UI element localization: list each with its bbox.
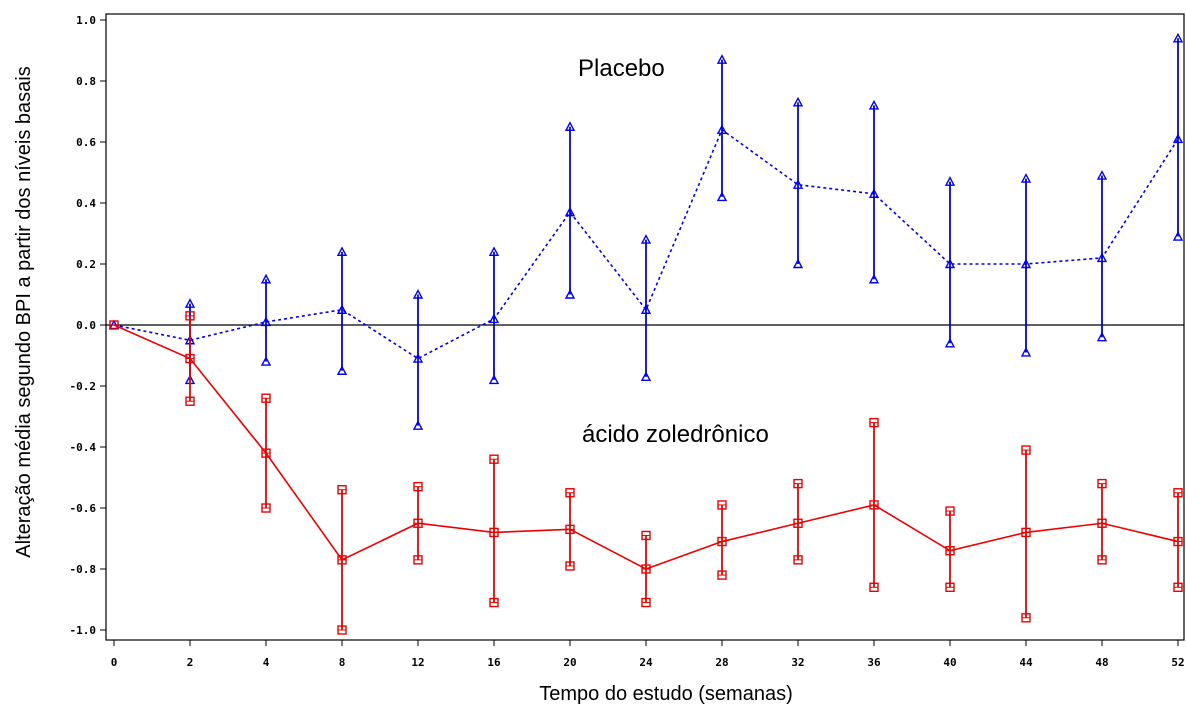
lower-cap-marker [1020,346,1032,357]
data-point [716,124,728,135]
x-axis-title: Tempo do estudo (semanas) [539,683,792,705]
data-point [944,258,956,269]
x-tick-label: 36 [867,656,881,669]
y-tick-label: 0.2 [76,258,96,271]
x-tick-label: 48 [1095,656,1108,669]
upper-cap-marker [716,54,728,64]
data-point [336,304,348,314]
series-1 [109,311,1183,635]
data-point [1096,252,1108,263]
x-tick-label: 4 [263,656,270,669]
x-tick-label: 12 [411,656,424,669]
y-tick-label: -0.4 [70,441,97,454]
lower-cap-marker [488,374,500,385]
x-tick-label: 0 [111,656,118,669]
lower-cap-marker [1172,231,1184,241]
x-tick-label: 16 [487,656,501,669]
x-tick-label: 8 [339,656,346,669]
data-point [792,179,804,189]
upper-cap-marker [868,99,880,110]
upper-cap-marker [1096,170,1108,180]
x-tick-label: 28 [715,656,728,669]
x-tick-label: 32 [791,656,804,669]
data-point [260,316,272,327]
lower-cap-marker [792,258,804,269]
data-point [868,188,880,199]
upper-cap-marker [1172,32,1184,43]
upper-cap-marker [792,96,804,107]
lower-cap-marker [260,356,272,366]
y-tick-label: 0.4 [76,197,96,210]
series-label-zoledronic: ácido zoledrônico [582,421,769,448]
data-point [564,206,576,217]
upper-cap-marker [412,289,424,299]
series-layer [108,32,1184,635]
y-tick-label: 1.0 [76,14,96,27]
y-tick-label: 0.6 [76,136,96,149]
x-tick-label: 52 [1171,656,1184,669]
upper-cap-marker [564,121,576,131]
lower-cap-marker [1096,331,1108,342]
y-tick-label: -0.2 [70,380,97,393]
y-tick-label: -0.8 [70,563,97,576]
y-tick-label: 0.0 [76,319,96,332]
y-tick-label: -0.6 [70,502,97,515]
x-axis: 0 2 4 8 12 16 20 24 28 32 36 40 44 48 52 [111,640,1185,669]
upper-cap-marker [1020,173,1032,183]
upper-cap-marker [260,273,272,284]
x-tick-label: 44 [1019,656,1033,669]
data-point [640,304,652,314]
x-tick-label: 40 [943,656,956,669]
y-tick-label: -1.0 [70,624,97,637]
data-point [488,313,500,324]
y-tick-label: 0.8 [76,75,96,88]
y-axis: 1.0 0.8 0.6 0.4 0.2 0.0 -0.2 -0.4 -0.6 -0.8 -1.0 [70,14,106,637]
data-point [412,353,424,363]
plot-frame [105,13,1185,641]
data-point [1020,258,1032,269]
lower-cap-marker [944,337,956,348]
x-tick-label: 2 [187,656,194,669]
upper-cap-marker [336,246,348,257]
lower-cap-marker [868,273,880,284]
upper-cap-marker [184,298,196,308]
y-axis-title: Alteração média segundo BPI a partir dos… [13,66,35,557]
upper-cap-marker [944,176,956,186]
series-0 [108,32,1184,430]
data-point [1172,133,1184,144]
upper-cap-marker [640,234,652,244]
lower-cap-marker [336,365,348,375]
upper-cap-marker [488,246,500,257]
lower-cap-marker [640,371,652,382]
lower-cap-marker [412,420,424,430]
series-label-placebo: Placebo [578,55,665,82]
series-line [113,128,1179,360]
x-tick-label: 20 [563,656,576,669]
lower-cap-marker [716,191,728,202]
x-tick-label: 24 [639,656,653,669]
lower-cap-marker [564,289,576,299]
